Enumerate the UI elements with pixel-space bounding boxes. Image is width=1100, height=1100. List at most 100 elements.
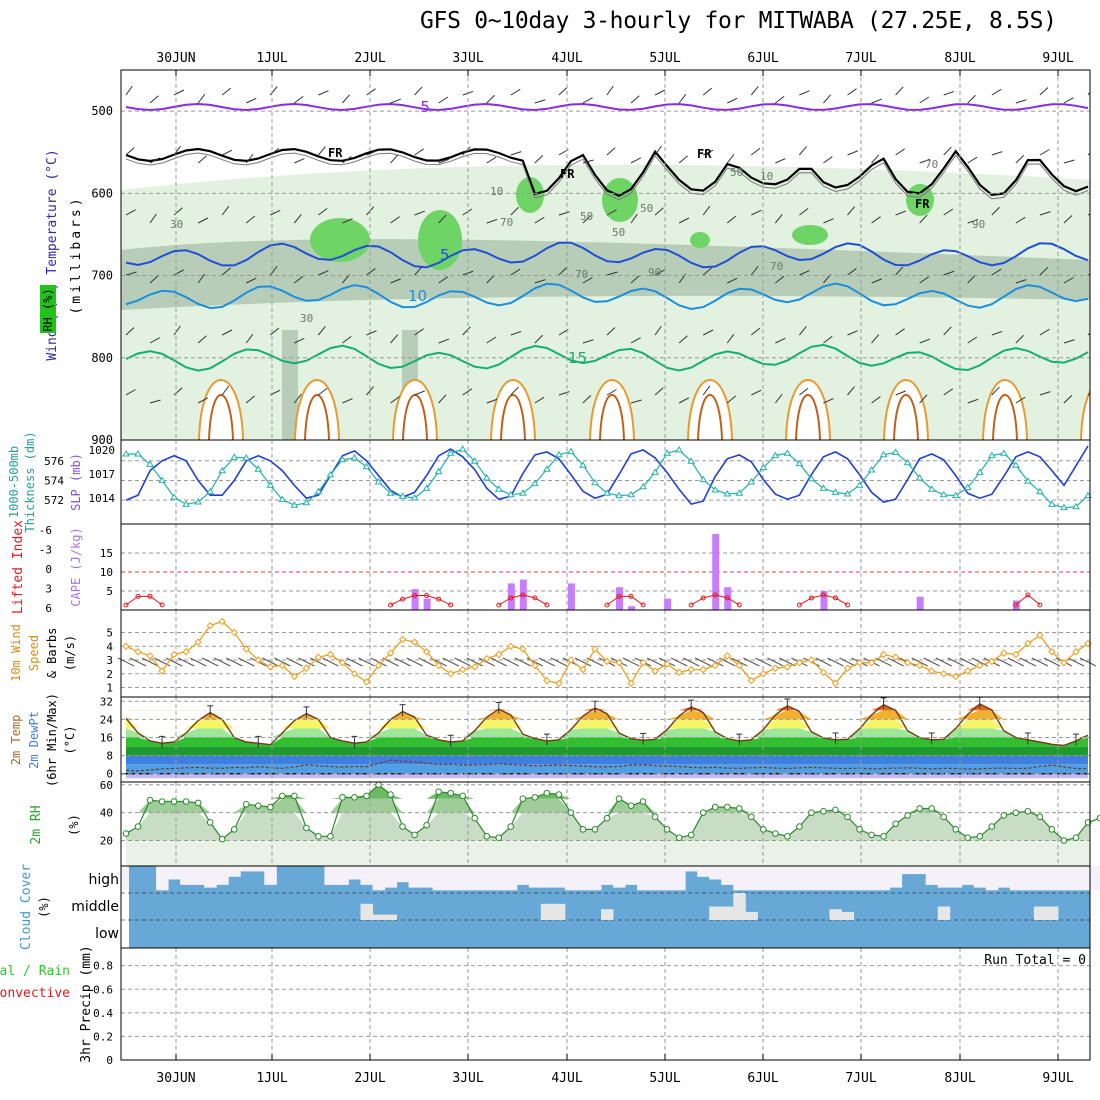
slp-point — [1060, 503, 1068, 511]
lifted-index-point — [520, 592, 526, 598]
wind-barb-10m — [322, 657, 339, 667]
slp-point — [1023, 477, 1032, 484]
cloud-high-bar — [613, 866, 626, 888]
wind-barb — [1039, 266, 1049, 276]
rh2m-tick: 40 — [100, 807, 113, 820]
slp-point — [987, 451, 996, 459]
wind-barb — [847, 150, 858, 156]
wind-ylabel-4-text: (m/s) — [63, 635, 77, 671]
wind-barb-10m — [310, 657, 327, 667]
cape-bar — [820, 591, 828, 610]
wind-barb — [318, 270, 329, 276]
slp-point — [446, 449, 455, 456]
thickness-ylabel-1: 1000-500mb — [7, 446, 21, 518]
cloud-middle-bar — [600, 909, 614, 920]
wind-barb — [149, 399, 161, 404]
wind-barb — [1039, 211, 1051, 216]
slp-point — [506, 490, 515, 498]
slp-point — [1072, 502, 1080, 510]
slp-point — [458, 445, 467, 452]
cloud-high-bar — [1094, 866, 1100, 891]
rh2m-point — [1012, 809, 1020, 816]
cloud-high-bar — [384, 866, 398, 888]
wind-barb — [991, 330, 1003, 336]
slp-point — [122, 450, 130, 457]
slp-point — [254, 465, 263, 472]
cloud-high-bar — [841, 866, 855, 891]
rh2m-point — [483, 833, 491, 840]
cloud-middle-bar — [829, 909, 842, 920]
cloud-high-bar — [444, 866, 458, 891]
cape-tick: 15 — [100, 547, 113, 560]
wind-barb — [366, 150, 377, 156]
cloud-high-bar — [504, 866, 518, 891]
wind-barb — [630, 95, 640, 104]
wind-barb — [414, 210, 426, 216]
lifted-index-point — [604, 602, 610, 608]
wind-barb — [967, 398, 979, 404]
wind-barb — [991, 386, 1000, 396]
rh2m-point — [639, 798, 647, 805]
wind-barb — [630, 275, 640, 284]
slp-point — [302, 498, 311, 506]
wind-barb-10m — [141, 657, 159, 667]
rh2m-point — [387, 791, 394, 798]
wind-barb — [318, 326, 326, 336]
wind-speed-point — [1036, 631, 1044, 639]
rh-legend-label: RH (%) — [41, 288, 55, 331]
slp-point — [867, 466, 876, 473]
wind-barb — [438, 338, 450, 344]
lifted-index-point — [845, 602, 850, 608]
wind-barb-10m — [1007, 657, 1025, 667]
slp-tick: 1020 — [89, 444, 116, 457]
slp-point — [603, 489, 611, 496]
wind-barb-10m — [262, 657, 279, 667]
precip-tick: 0.8 — [93, 960, 113, 973]
temp-ylabel-3: (6hr Min/Max) — [45, 693, 59, 787]
wind-barb — [582, 97, 593, 104]
cloud-high-bar — [432, 866, 446, 891]
wind-barb-10m — [1043, 657, 1061, 667]
li-tick: -6 — [39, 524, 52, 537]
thickness-tick: 574 — [44, 474, 64, 487]
cloud-high-bar — [324, 866, 337, 885]
cloud-high-bar — [925, 866, 939, 885]
cloud-high-bar — [204, 866, 217, 888]
wind-barb — [751, 209, 762, 216]
date-label-top: 8JUL — [944, 51, 975, 66]
cloud-middle-bar — [384, 914, 398, 920]
rh2m-point — [459, 792, 467, 800]
wind-barb — [366, 88, 376, 96]
thickness-ylabel-2: Thickness (dm) — [23, 431, 37, 532]
li-ylabel-text: Lifted Index — [11, 520, 26, 614]
cloud-high-bar — [901, 866, 915, 875]
rh2m-ylabel-text: 2m RH — [29, 805, 44, 844]
wind-barb — [221, 205, 230, 216]
temp-contour-hot — [304, 394, 330, 440]
rh2m-point — [940, 813, 948, 821]
wind-barb — [678, 217, 690, 224]
wind-barb — [414, 390, 425, 396]
slp-point — [927, 485, 936, 492]
cloud-high-bar — [1009, 866, 1023, 891]
cloud-high-bar — [156, 866, 169, 891]
lifted-index-line — [799, 594, 848, 606]
li-tick: -3 — [39, 544, 52, 557]
wind-barb — [895, 266, 904, 276]
wind-speed-point — [434, 661, 443, 670]
cape-tick: 10 — [100, 566, 113, 579]
temp-contour-hot — [992, 394, 1018, 440]
pressure-tick-label: 900 — [91, 433, 113, 447]
wind-speed-point — [302, 664, 311, 672]
slp-point — [795, 459, 804, 467]
rh2m-point — [435, 788, 442, 796]
wind-barb — [847, 88, 857, 96]
wind-barb — [847, 330, 858, 336]
slp-point — [555, 450, 563, 458]
wind-barb — [1015, 334, 1024, 344]
cloud-middle-bar — [709, 906, 722, 920]
lifted-index-point — [724, 595, 730, 601]
wind-barb — [919, 394, 928, 404]
wind-barb-10m — [574, 657, 592, 667]
lifted-index-point — [808, 595, 814, 601]
